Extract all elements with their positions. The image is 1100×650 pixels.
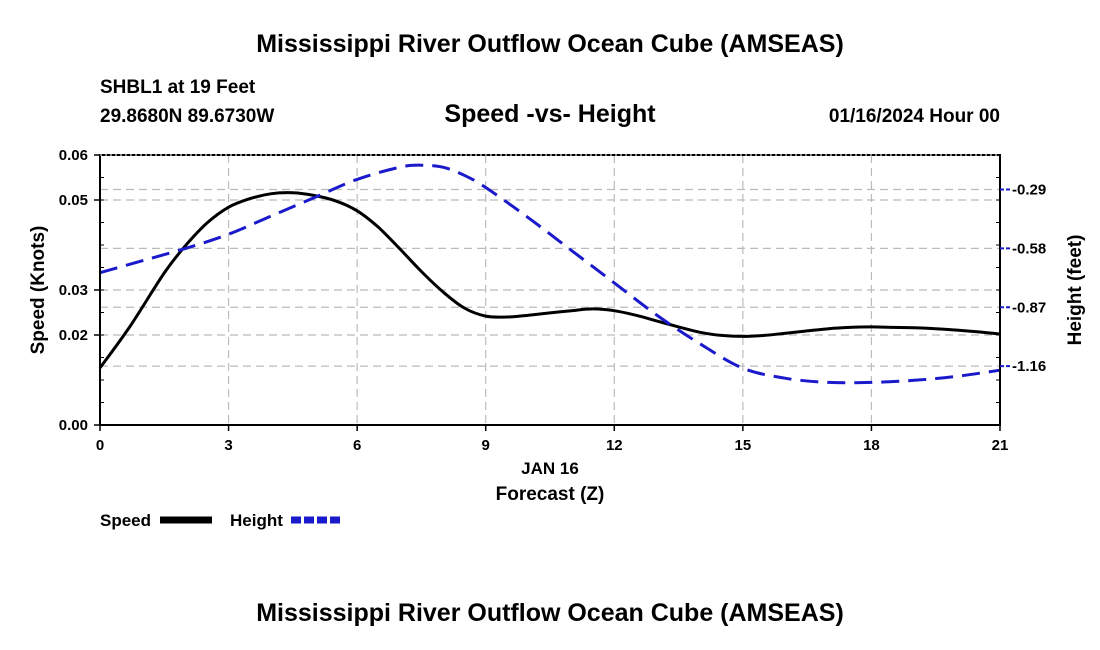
station-coordinates: 29.8680N 89.6730W	[100, 106, 275, 127]
chart-main-title: Mississippi River Outflow Ocean Cube (AM…	[256, 30, 844, 58]
x-axis-label: Forecast (Z)	[496, 484, 605, 505]
x-tick-label: 12	[606, 437, 623, 454]
x-tick-label: 3	[224, 437, 232, 454]
y2-tick-label: -0.58	[1012, 240, 1046, 257]
y-tick-label: 0.03	[59, 282, 88, 299]
speed-height-chart: 0 3 6 9 12 15 18 21 0.00 0.02 0.03 0.05 0.06 -0.29 -0.…	[28, 147, 1086, 530]
station-label: SHBL1 at 19 Feet	[100, 77, 256, 98]
footer-title: Mississippi River Outflow Ocean Cube (AM…	[256, 599, 844, 627]
grid-layer	[100, 155, 1000, 425]
x-tick-label: 0	[96, 437, 104, 454]
forecast-datetime: 01/16/2024 Hour 00	[828, 106, 1000, 127]
x-tick-label: 21	[992, 437, 1009, 454]
series-layer	[98, 163, 1001, 385]
y2-tick-label: -0.87	[1012, 299, 1046, 316]
legend: Speed Height	[100, 511, 343, 530]
x-axis-date-label: JAN 16	[521, 459, 579, 478]
legend-height-label: Height	[230, 511, 283, 530]
legend-speed-label: Speed	[100, 511, 151, 530]
x-tick-label: 9	[482, 437, 490, 454]
y-axis-label: Speed (Knots)	[28, 226, 49, 355]
series-line-height	[99, 163, 1001, 385]
chart-subtitle: Speed -vs- Height	[444, 100, 656, 128]
y2-tick-label: -1.16	[1012, 358, 1046, 375]
axis-layer: 0 3 6 9 12 15 18 21 0.00 0.02 0.03 0.05 0.06 -0.29 -0.…	[59, 147, 1046, 454]
x-tick-label: 18	[863, 437, 880, 454]
x-tick-label: 15	[735, 437, 752, 454]
y-tick-label: 0.06	[59, 147, 88, 164]
y-tick-label: 0.05	[59, 192, 88, 209]
y-tick-label: 0.00	[59, 417, 88, 434]
x-tick-label: 6	[353, 437, 361, 454]
y2-tick-label: -0.29	[1012, 182, 1046, 199]
y-tick-label: 0.02	[59, 327, 88, 344]
series-line-speed	[98, 191, 1001, 369]
y2-axis-label: Height (feet)	[1065, 235, 1086, 346]
